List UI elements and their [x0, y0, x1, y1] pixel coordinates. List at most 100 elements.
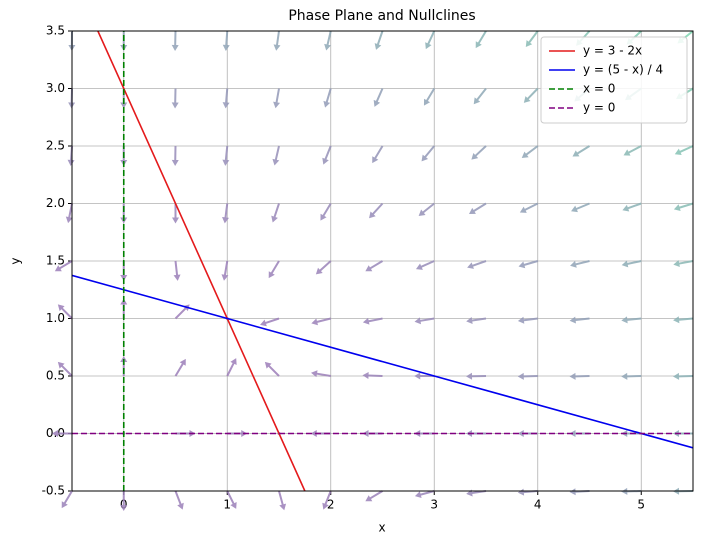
arrow: [57, 361, 73, 377]
arrow: [171, 88, 179, 109]
y-tick-label: -0.5: [42, 484, 65, 498]
arrow: [273, 88, 281, 109]
arrow: [54, 260, 73, 272]
series-line: [72, 274, 693, 449]
legend-label: y = 0: [583, 101, 615, 115]
arrow: [569, 372, 590, 380]
arrow: [369, 202, 384, 219]
arrow: [418, 202, 435, 216]
arrow: [120, 203, 128, 224]
arrow: [172, 203, 179, 224]
arrow: [322, 145, 332, 165]
arrow: [372, 145, 384, 164]
arrow: [171, 30, 179, 51]
arrow: [621, 260, 642, 268]
arrow: [260, 317, 280, 327]
arrow: [467, 260, 487, 269]
arrow: [171, 145, 179, 166]
arrow: [414, 372, 435, 380]
arrow: [311, 317, 331, 326]
arrow: [415, 260, 435, 270]
arrow: [421, 145, 436, 162]
arrow: [673, 430, 693, 437]
arrow: [673, 372, 694, 380]
legend-label: y = (5 - x) / 4: [583, 63, 663, 77]
arrow: [570, 260, 590, 268]
y-axis-label: y: [9, 257, 23, 264]
arrow: [174, 358, 186, 377]
arrow: [517, 372, 538, 380]
arrow: [67, 145, 75, 166]
arrow: [278, 490, 287, 511]
arrow: [271, 203, 280, 223]
arrow: [673, 202, 694, 211]
arrow: [120, 356, 128, 376]
arrow: [272, 145, 280, 166]
arrow: [523, 87, 539, 103]
arrow: [315, 260, 332, 275]
arrow: [521, 145, 539, 158]
arrow: [221, 260, 229, 281]
arrow: [222, 145, 230, 166]
arrow: [120, 491, 128, 511]
arrow: [61, 490, 73, 509]
arrow: [425, 30, 436, 50]
arrow: [264, 361, 280, 377]
arrow: [362, 317, 383, 325]
arrow: [52, 430, 72, 437]
arrow: [222, 88, 230, 109]
x-tick-label: 3: [430, 498, 438, 512]
arrow: [311, 370, 331, 378]
arrow: [273, 30, 281, 51]
arrow: [473, 87, 487, 105]
arrow: [222, 203, 229, 224]
arrow: [374, 30, 384, 50]
arrow: [365, 490, 384, 502]
arrow: [468, 202, 487, 215]
y-tick-label: 3.5: [46, 24, 65, 38]
x-tick-label: 5: [637, 498, 645, 512]
plot-frame: [71, 30, 694, 492]
arrow: [362, 371, 383, 379]
y-tick-label: 3.0: [46, 81, 65, 95]
arrow: [673, 260, 694, 268]
y-tick-label: 2.5: [46, 139, 65, 153]
arrow: [519, 202, 539, 213]
arrow: [174, 304, 190, 320]
y-tick-label: 2.0: [46, 196, 65, 210]
arrow: [222, 30, 230, 51]
arrow: [65, 203, 73, 224]
arrow: [525, 30, 539, 48]
x-axis-label: x: [378, 521, 385, 535]
arrow: [323, 88, 332, 108]
arrow: [569, 316, 590, 324]
arrow: [572, 145, 591, 157]
arrow: [414, 317, 435, 325]
x-tick-label: 1: [223, 498, 231, 512]
arrow: [226, 490, 237, 509]
series-line: [97, 31, 306, 491]
arrow: [621, 372, 642, 380]
arrow: [471, 145, 487, 160]
arrow: [373, 88, 384, 107]
legend-label: y = 3 - 2x: [583, 44, 642, 58]
legend-label: x = 0: [583, 82, 615, 96]
arrow: [466, 430, 486, 437]
arrow: [414, 490, 435, 498]
arrow: [423, 87, 436, 106]
arrow: [466, 372, 487, 380]
arrow: [322, 490, 332, 510]
y-tick-label: 1.5: [46, 254, 65, 268]
y-tick-label: 1.0: [46, 311, 65, 325]
arrow: [621, 316, 642, 324]
arrow: [173, 260, 181, 281]
arrow: [674, 145, 694, 155]
arrow: [623, 145, 642, 156]
arrow: [174, 490, 184, 510]
arrow: [571, 202, 590, 213]
x-tick-label: 4: [534, 498, 542, 512]
arrow: [517, 488, 538, 496]
arrow: [622, 202, 642, 212]
arrow: [569, 488, 590, 496]
